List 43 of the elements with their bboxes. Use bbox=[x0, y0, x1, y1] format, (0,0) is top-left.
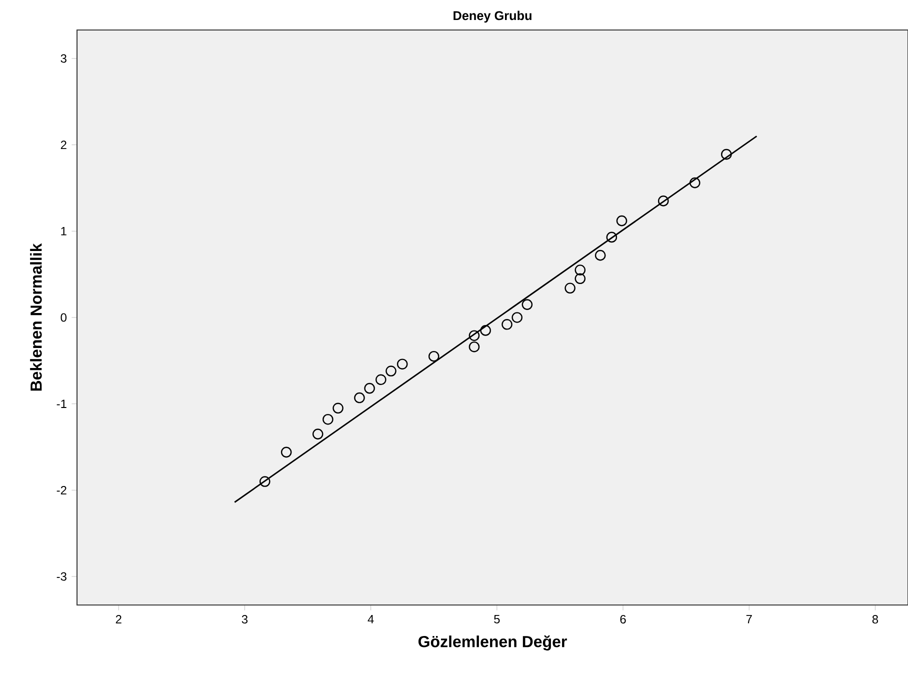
x-tick-label: 4 bbox=[368, 615, 374, 624]
point bbox=[259, 476, 270, 487]
y-tick-label: -2 bbox=[56, 486, 66, 494]
point bbox=[522, 299, 533, 310]
y-tick-label: 1 bbox=[61, 227, 66, 236]
point bbox=[396, 358, 408, 370]
y-tick-label: -3 bbox=[56, 572, 66, 581]
x-tick-label: 5 bbox=[494, 615, 500, 624]
point bbox=[616, 215, 628, 226]
point bbox=[564, 282, 576, 294]
point bbox=[512, 312, 522, 323]
point bbox=[502, 318, 512, 330]
y-axis-title: Beklenen Normallik bbox=[30, 243, 42, 391]
x-axis-title: Gözlemlenen Değer bbox=[418, 635, 567, 650]
point bbox=[312, 428, 324, 440]
point bbox=[376, 374, 386, 386]
point bbox=[468, 341, 480, 352]
x-tick-label: 6 bbox=[620, 615, 626, 624]
y-tick-label: 3 bbox=[60, 54, 66, 63]
point bbox=[480, 325, 491, 336]
point bbox=[594, 250, 606, 261]
x-tick-label: 2 bbox=[116, 615, 122, 624]
point bbox=[658, 196, 669, 206]
point bbox=[606, 232, 618, 243]
point bbox=[574, 273, 586, 284]
x-tick-label: 3 bbox=[242, 615, 248, 624]
point bbox=[689, 177, 700, 188]
point bbox=[428, 350, 440, 362]
y-tick-label: 2 bbox=[60, 140, 66, 150]
point bbox=[364, 382, 375, 394]
x-tick-label: 8 bbox=[872, 615, 878, 624]
point bbox=[354, 392, 365, 404]
point bbox=[280, 446, 292, 458]
point bbox=[574, 264, 586, 276]
y-tick-label: 0 bbox=[60, 313, 67, 322]
y-tick-label: -1 bbox=[56, 400, 66, 408]
chart-title: Deney Grubu bbox=[454, 10, 532, 23]
point bbox=[332, 402, 344, 414]
x-tick-label: 7 bbox=[746, 615, 752, 624]
point bbox=[721, 148, 732, 160]
point bbox=[468, 330, 480, 342]
point bbox=[322, 414, 334, 425]
point bbox=[386, 366, 396, 376]
